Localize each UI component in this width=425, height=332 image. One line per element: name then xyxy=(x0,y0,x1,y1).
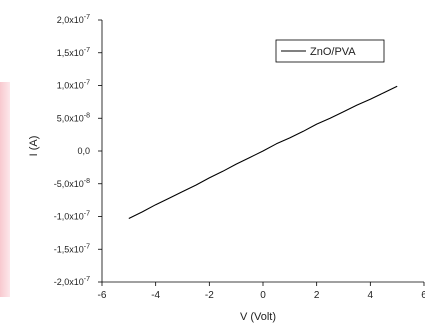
legend: ZnO/PVA xyxy=(275,39,385,63)
y-tick-label: -5,0x10-8 xyxy=(54,178,90,189)
series-line xyxy=(128,85,398,219)
x-tick-label: 4 xyxy=(368,290,374,301)
x-axis-label: V (Volt) xyxy=(240,311,276,323)
legend-box xyxy=(275,39,385,63)
y-tick-label: 1,5x10-7 xyxy=(57,47,90,58)
x-tick-label: 2 xyxy=(314,290,320,301)
series-layer xyxy=(128,85,398,219)
y-tick-label: 0,0 xyxy=(77,146,90,156)
y-tick-label: 1,0x10-7 xyxy=(57,80,90,91)
y-tick-label: 2,0x10-7 xyxy=(57,14,90,25)
y-tick-label: -2,0x10-7 xyxy=(54,276,90,287)
x-tick-labels: -6 -4 -2 0 2 4 6 xyxy=(98,290,425,301)
x-tick-label: -2 xyxy=(205,290,214,301)
y-tick-label: -1,5x10-7 xyxy=(54,243,90,254)
x-tick-label: 0 xyxy=(260,290,266,301)
y-tick-label: 5,0x10-8 xyxy=(57,112,90,123)
y-axis-label: I (A) xyxy=(28,136,40,157)
legend-label: ZnO/PVA xyxy=(310,46,356,58)
y-tick-label: -1,0x10-7 xyxy=(54,211,90,222)
y-tick-labels: 2,0x10-7 1,5x10-7 1,0x10-7 5,0x10-8 0,0 -5,0x… xyxy=(54,14,90,287)
axes xyxy=(98,19,425,286)
decorative-side-band xyxy=(0,82,10,297)
x-tick-label: -4 xyxy=(151,290,160,301)
x-tick-label: -6 xyxy=(98,290,107,301)
x-tick-label: 6 xyxy=(421,290,425,301)
